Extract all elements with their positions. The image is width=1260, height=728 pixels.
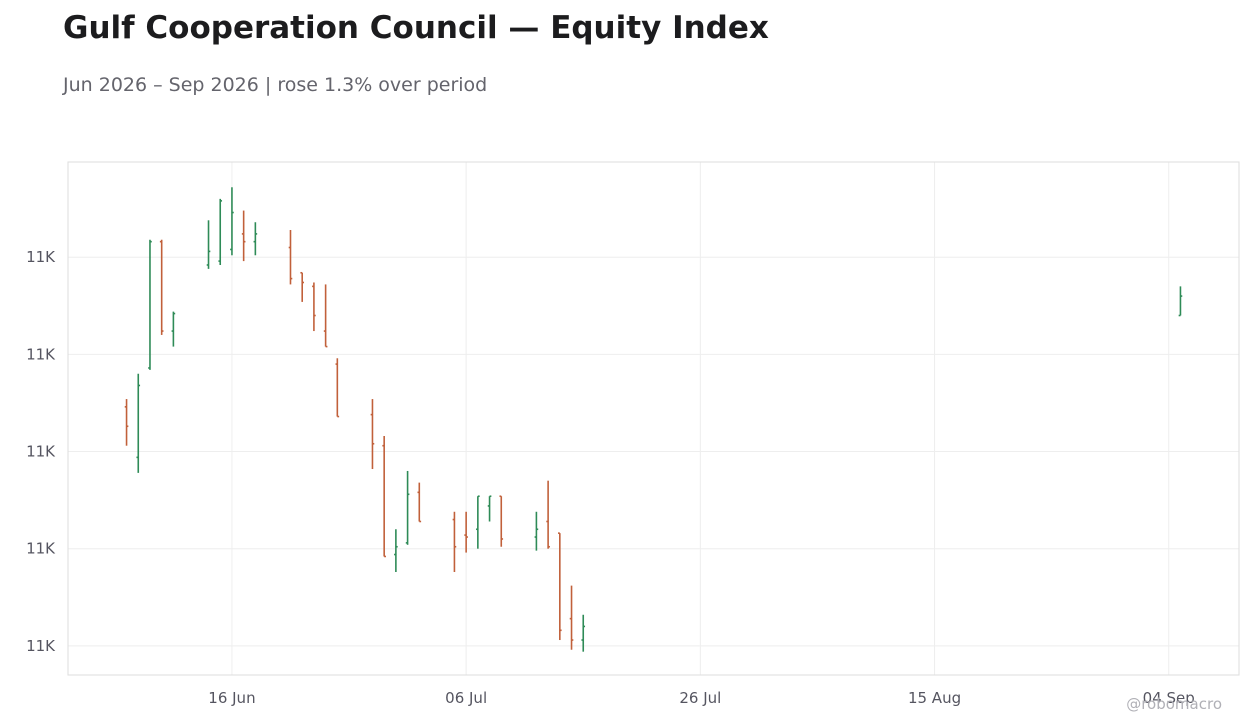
ohlc-bar: [581, 614, 586, 652]
x-tick-label: 06 Jul: [445, 689, 487, 707]
ohlc-bar: [148, 239, 152, 370]
ohlc-bar: [230, 187, 234, 256]
chart-title: Gulf Cooperation Council — Equity Index: [63, 10, 769, 46]
ohlc-bar: [218, 198, 223, 265]
ohlc-bar: [452, 511, 457, 573]
ohlc-bar: [534, 511, 539, 551]
ohlc-bar: [136, 373, 141, 473]
ohlc-bar: [253, 222, 258, 256]
plot-frame: [67, 161, 1240, 676]
ohlc-bar: [499, 495, 504, 547]
ohlc-bar: [417, 482, 422, 523]
ohlc-bar: [1178, 286, 1183, 317]
ohlc-bar: [405, 470, 410, 545]
y-tick-label: 11K: [26, 248, 56, 266]
x-axis: 16 Jun 06 Jul 26 Jul 15 Aug 04 Sep: [208, 689, 1195, 707]
y-tick-label: 11K: [26, 345, 56, 363]
ohlc-bar: [370, 399, 375, 470]
ohlc-bar: [288, 230, 293, 285]
ohlc-bar: [476, 495, 480, 549]
ohlc-bar: [300, 271, 304, 302]
credit-watermark: @robomacro: [1126, 695, 1222, 713]
ohlc-bar: [546, 480, 550, 549]
x-tick-label: 26 Jul: [679, 689, 721, 707]
ohlc-bar: [394, 529, 398, 573]
ohlc-bar: [206, 220, 211, 269]
y-tick-label: 11K: [26, 637, 56, 655]
ohlc-bar: [171, 311, 176, 347]
ohlc-bar: [335, 358, 340, 418]
ohlc-bar: [159, 239, 164, 335]
ohlc-bar: [464, 511, 468, 553]
ohlc-bar: [312, 282, 316, 332]
candle-layer: [124, 187, 1183, 652]
x-tick-label: 15 Aug: [908, 689, 961, 707]
ohlc-bar: [569, 585, 574, 650]
chart-subtitle: Jun 2026 – Sep 2026 | rose 1.3% over per…: [63, 74, 488, 96]
grid-layer: [68, 162, 1239, 675]
ohlc-bar: [558, 532, 562, 641]
y-tick-label: 11K: [26, 443, 56, 461]
ohlc-bar: [323, 284, 328, 348]
y-tick-label: 11K: [26, 540, 56, 558]
ohlc-bar: [382, 435, 386, 558]
ohlc-bar: [241, 210, 246, 262]
x-tick-label: 04 Sep: [1143, 689, 1195, 707]
ohlc-bar: [124, 399, 129, 446]
ohlc-bar: [487, 495, 492, 522]
y-axis: 11K 11K 11K 11K 11K: [26, 248, 56, 655]
x-tick-label: 16 Jun: [208, 689, 255, 707]
